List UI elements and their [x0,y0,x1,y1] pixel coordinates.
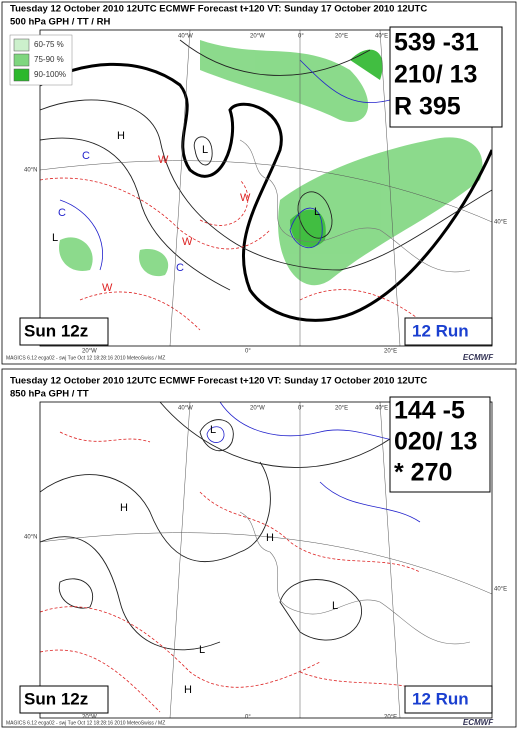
map-label: L [314,206,320,218]
lon-label: 20°E [384,715,397,721]
header: Tuesday 12 October 2010 12UTC ECMWF Fore… [10,4,427,15]
legend-label: 75-90 % [34,55,64,64]
footer: MAGICS 6.12 ecga02 - swj Tue Oct 12 18:2… [6,720,165,726]
label-box [19,685,109,714]
info-line: R 395 [394,93,461,121]
map-label: C [58,207,66,219]
panel-850: Tuesday 12 October 2010 12UTC ECMWF Fore… [1,368,517,728]
legend-swatch [13,38,30,52]
lat-label: 40°E [494,220,507,226]
lat-label: 40°N [24,535,37,541]
info-line: 210/ 13 [394,61,477,89]
run-label: 12 Run [412,321,469,340]
info-box [389,26,503,128]
lon-label: 0° [245,715,251,721]
map-wrap: H H H L L L 40°W 20°W 0° 20°E 40°E 20°W … [6,396,507,727]
label-box [404,685,493,714]
map-label: L [332,600,338,612]
map-label: W [182,236,193,248]
lon-label: 0° [298,34,304,40]
lon-label: 20°W [82,349,97,355]
lon-label: 40°W [178,406,193,412]
legend-swatch [13,53,30,67]
map-label: W [102,282,113,294]
info-line: 020/ 13 [394,428,477,456]
subtitle: 850 hPa GPH / TT [10,389,89,400]
map-label: L [52,232,58,244]
lon-label: 40°E [375,34,388,40]
map-frame [39,401,493,719]
map-label: C [82,150,90,162]
valid-label: Sun 12z [24,321,88,340]
lon-label: 0° [298,406,304,412]
map-frame [39,29,493,347]
legend-label: 60-75 % [34,40,64,49]
map-label: L [210,424,216,436]
info-box [389,396,491,493]
lon-label: 20°E [384,349,397,355]
valid-label: Sun 12z [24,689,88,708]
run-label: 12 Run [412,689,469,708]
panel-500: Tuesday 12 October 2010 12UTC ECMWF Fore… [1,1,517,365]
map-label: H [117,130,125,142]
lat-label: 40°E [494,587,507,593]
lon-label: 20°W [250,406,265,412]
lon-label: 20°E [335,406,348,412]
map-label: W [240,192,251,204]
legend-swatch [13,68,30,82]
map-label: C [176,262,184,274]
map-label: L [202,144,208,156]
logo: ECMWF [463,718,494,727]
logo: ECMWF [463,353,494,362]
lon-label: 0° [245,349,251,355]
info-line: 144 -5 [394,397,465,425]
lon-label: 20°E [335,34,348,40]
subtitle: 500 hPa GPH / TT / RH [10,17,110,28]
humidity-fill [59,40,483,286]
map-label: H [184,684,192,696]
legend: 60-75 % 75-90 % 90-100% [9,34,73,86]
lon-label: 40°E [375,406,388,412]
info-line: 539 -31 [394,29,479,57]
header: Tuesday 12 October 2010 12UTC ECMWF Fore… [10,376,427,387]
map-label: W [158,154,169,166]
map-label: H [266,532,274,544]
lat-label: 40°N [24,168,37,174]
info-line: * 270 [394,459,452,487]
map: H H H L L L [40,402,492,718]
label-box [404,317,493,346]
footer: MAGICS 6.12 ecga02 - swj Tue Oct 12 18:2… [6,355,165,361]
map-label: L [199,644,205,656]
lon-label: 40°W [178,34,193,40]
map-label: H [120,502,128,514]
legend-label: 90-100% [34,70,66,79]
lon-label: 20°W [82,715,97,721]
lon-label: 20°W [250,34,265,40]
label-box [19,317,109,346]
